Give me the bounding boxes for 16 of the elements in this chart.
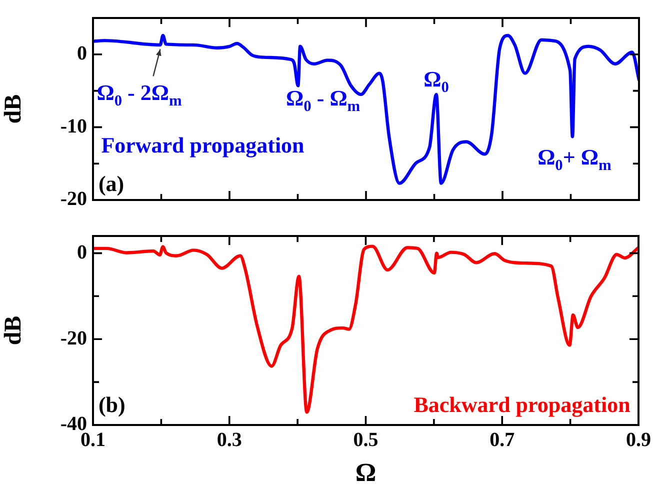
annotation: Forward propagation: [101, 132, 304, 158]
y-tick-label: -10: [60, 115, 87, 138]
y-tick-label: 0: [77, 42, 87, 65]
y-axis-title: dB: [0, 316, 27, 346]
y-tick-label: 0: [77, 241, 87, 264]
y-tick-label: -20: [60, 327, 87, 350]
x-tick-label: 0.9: [626, 429, 651, 452]
annotation: (a): [98, 170, 124, 196]
x-tick-label: 0.5: [353, 429, 378, 452]
y-tick-label: -20: [60, 188, 87, 210]
x-tick-label: 0.3: [216, 429, 242, 452]
x-tick-label: 0.7: [490, 429, 515, 452]
annotation: Backward propagation: [414, 392, 630, 417]
annotation: (b): [98, 392, 126, 417]
y-axis-title: dB: [0, 94, 27, 124]
x-axis-title: Ω: [355, 458, 376, 488]
